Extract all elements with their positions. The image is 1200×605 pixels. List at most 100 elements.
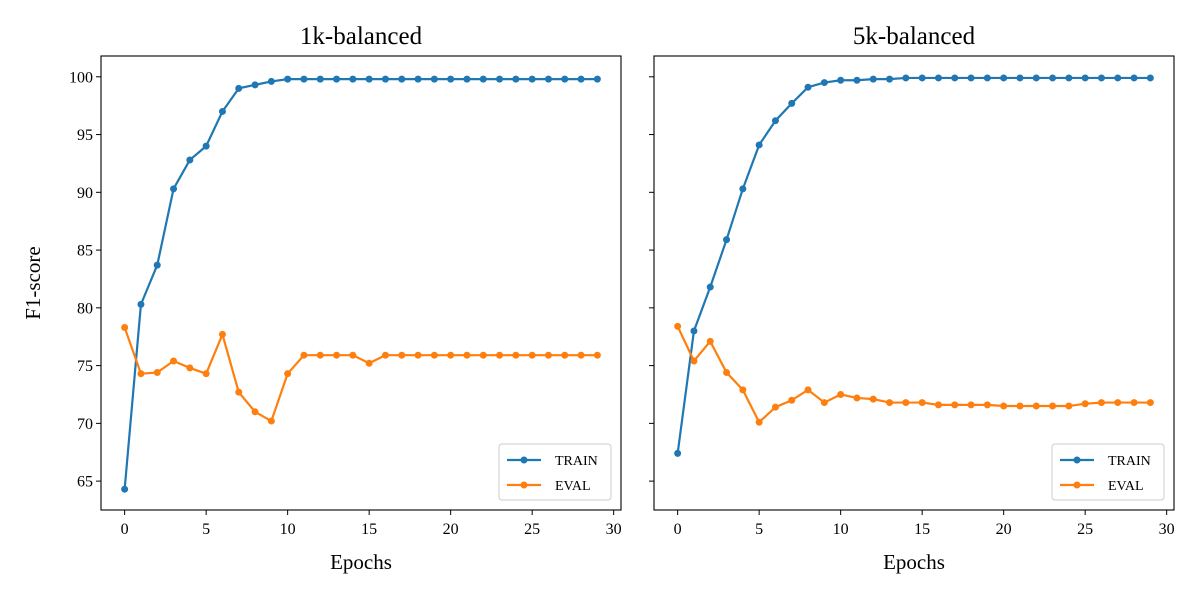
x-tick-label: 5	[755, 521, 763, 538]
data-point-train	[674, 449, 682, 457]
x-tick-label: 30	[1159, 521, 1175, 538]
x-tick-label: 30	[606, 521, 622, 538]
data-point-train	[496, 75, 504, 83]
data-point-eval	[804, 386, 812, 394]
data-point-train	[1032, 74, 1040, 82]
data-point-eval	[706, 337, 714, 345]
legend-marker-eval	[1073, 481, 1081, 489]
y-tick-label: 90	[77, 185, 93, 202]
data-point-train	[1146, 74, 1154, 82]
data-point-eval	[528, 351, 536, 359]
y-tick-label: 95	[77, 127, 93, 144]
data-point-eval	[153, 369, 161, 377]
data-point-eval	[186, 364, 194, 372]
data-point-train	[951, 74, 959, 82]
data-point-eval	[447, 351, 455, 359]
y-axis-label: F1-score	[21, 246, 45, 319]
data-point-train	[284, 75, 292, 83]
data-point-train	[788, 99, 796, 107]
x-axis-label: Epochs	[330, 550, 392, 574]
data-point-eval	[593, 351, 601, 359]
data-point-eval	[479, 351, 487, 359]
data-point-train	[300, 75, 308, 83]
data-point-train	[755, 141, 763, 149]
data-point-eval	[1000, 402, 1008, 410]
x-tick-label: 25	[1077, 521, 1093, 538]
plot-frame	[653, 55, 1175, 511]
data-point-eval	[430, 351, 438, 359]
data-point-train	[1000, 74, 1008, 82]
plot-frame	[100, 55, 622, 511]
data-point-train	[967, 74, 975, 82]
data-point-eval	[365, 359, 373, 367]
data-point-train	[121, 485, 129, 493]
data-point-train	[202, 142, 210, 150]
data-point-train	[447, 75, 455, 83]
y-tick-label: 100	[69, 69, 93, 86]
data-point-eval	[1114, 399, 1122, 407]
data-point-eval	[333, 351, 341, 359]
data-point-eval	[202, 370, 210, 378]
data-point-train	[853, 76, 861, 84]
chart-title: 5k-balanced	[853, 23, 976, 50]
data-point-eval	[381, 351, 389, 359]
data-point-train	[349, 75, 357, 83]
data-point-eval	[1032, 402, 1040, 410]
data-point-train	[1114, 74, 1122, 82]
data-point-eval	[235, 388, 243, 396]
y-tick-label: 70	[77, 416, 93, 433]
x-tick-label: 0	[674, 521, 682, 538]
data-point-train	[706, 283, 714, 291]
data-point-train	[837, 76, 845, 84]
data-point-eval	[251, 408, 259, 416]
data-point-train	[1049, 74, 1057, 82]
data-point-eval	[561, 351, 569, 359]
legend: TRAIN EVAL	[1051, 443, 1165, 501]
x-tick-label: 0	[121, 521, 129, 538]
data-point-eval	[690, 357, 698, 365]
data-point-eval	[1081, 400, 1089, 408]
data-point-train	[561, 75, 569, 83]
data-point-eval	[349, 351, 357, 359]
data-point-train	[414, 75, 422, 83]
data-point-train	[593, 75, 601, 83]
data-point-eval	[902, 399, 910, 407]
data-point-train	[918, 74, 926, 82]
data-point-eval	[1130, 399, 1138, 407]
x-tick-label: 10	[833, 521, 849, 538]
legend-marker-eval	[520, 481, 528, 489]
data-point-eval	[723, 369, 731, 377]
data-point-eval	[951, 401, 959, 409]
chart-title: 1k-balanced	[300, 23, 423, 50]
data-point-train	[381, 75, 389, 83]
x-tick-label: 20	[996, 521, 1012, 538]
data-point-train	[804, 83, 812, 91]
data-point-eval	[820, 399, 828, 407]
data-point-train	[1065, 74, 1073, 82]
data-point-eval	[967, 401, 975, 409]
x-tick-label: 15	[914, 521, 930, 538]
data-point-train	[544, 75, 552, 83]
data-point-train	[902, 74, 910, 82]
data-point-eval	[544, 351, 552, 359]
data-point-eval	[316, 351, 324, 359]
data-point-train	[267, 77, 275, 85]
x-tick-label: 15	[361, 521, 377, 538]
data-point-train	[1097, 74, 1105, 82]
legend-marker-train	[1073, 456, 1081, 464]
data-point-train	[153, 261, 161, 269]
data-point-eval	[512, 351, 520, 359]
data-point-train	[479, 75, 487, 83]
data-point-eval	[137, 370, 145, 378]
data-point-eval	[755, 418, 763, 426]
data-point-eval	[934, 401, 942, 409]
data-point-eval	[218, 330, 226, 338]
data-point-train	[528, 75, 536, 83]
data-point-eval	[463, 351, 471, 359]
data-point-train	[365, 75, 373, 83]
data-point-eval	[398, 351, 406, 359]
data-point-eval	[1146, 399, 1154, 407]
data-point-eval	[1049, 402, 1057, 410]
data-point-eval	[300, 351, 308, 359]
